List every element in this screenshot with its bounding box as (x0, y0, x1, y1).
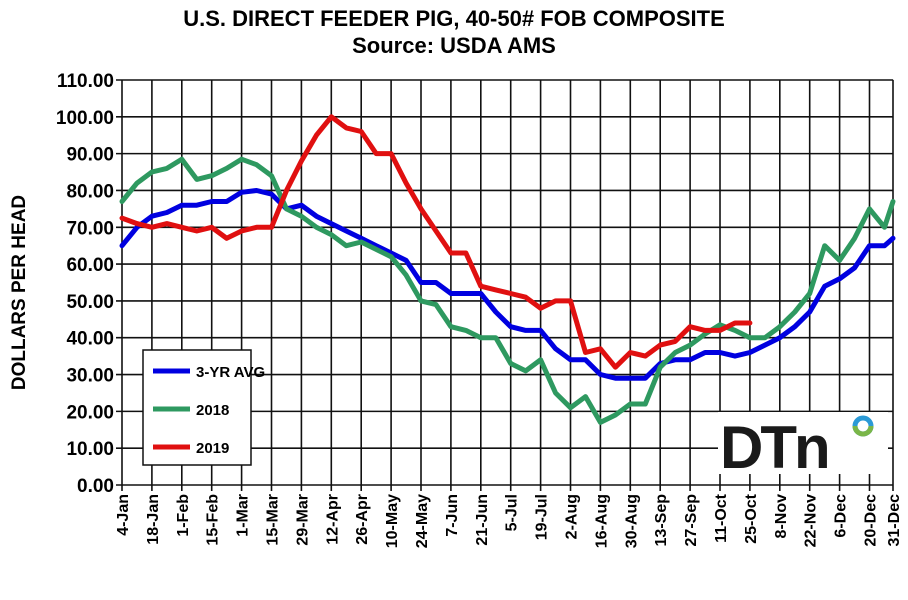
x-tick-label: 1-Mar (235, 494, 252, 537)
x-tick-label: 24-May (414, 494, 431, 548)
x-tick-label: 11-Oct (713, 493, 730, 543)
dtn-logo-graphic: DTn (720, 414, 874, 474)
x-tick-label: 30-Aug (623, 494, 640, 548)
x-tick-label: 26-Apr (354, 494, 371, 545)
y-tick-label: 30.00 (66, 366, 114, 387)
x-tick-label: 15-Feb (205, 494, 222, 546)
x-tick-label: 16-Aug (593, 494, 610, 548)
x-tick-label: 12-Apr (324, 494, 341, 545)
y-tick-label: 0.00 (77, 476, 114, 497)
x-tick-label: 7-Jun (444, 494, 461, 537)
series-line-2019 (119, 114, 753, 370)
y-tick-label: 40.00 (66, 329, 114, 350)
legend-label: 3-YR AVG (196, 364, 265, 381)
x-tick-label: 27-Sep (683, 494, 700, 547)
x-tick-label: 10-May (384, 494, 401, 548)
x-tick-label: 8-Nov (773, 494, 790, 539)
series-line-3-yr-avg (119, 188, 896, 381)
y-axis-title: DOLLARS PER HEAD (9, 195, 30, 390)
series-line-2018 (119, 156, 896, 425)
x-tick-label: 21-Jun (474, 494, 491, 546)
legend: 3-YR AVG 2018 2019 (142, 349, 265, 466)
y-tick-label: 90.00 (66, 145, 114, 166)
y-tick-label: 100.00 (56, 108, 114, 129)
x-tick-label: 25-Oct (743, 493, 760, 543)
x-tick-label: 20-Dec (863, 494, 880, 547)
x-tick-label: 6-Dec (833, 494, 850, 538)
legend-label: 2019 (196, 440, 229, 457)
y-tick-label: 70.00 (66, 218, 114, 239)
x-tick-label: 29-Mar (294, 494, 311, 546)
svg-text:DTn: DTn (720, 414, 828, 474)
x-tick-label: 13-Sep (653, 494, 670, 547)
x-tick-label: 5-Jul (504, 494, 521, 531)
chart-title: U.S. DIRECT FEEDER PIG, 40-50# FOB COMPO… (183, 6, 725, 31)
x-tick-label: 22-Nov (803, 494, 820, 547)
y-tick-label: 20.00 (66, 402, 114, 423)
y-tick-label: 10.00 (66, 439, 114, 460)
x-tick-label: 19-Jul (534, 494, 551, 540)
dtn-logo: DTn (718, 412, 888, 474)
x-tick-label: 31-Dec (886, 494, 903, 547)
legend-label: 2018 (196, 402, 229, 419)
x-tick-label: 15-Mar (265, 494, 282, 546)
x-tick-label: 18-Jan (145, 494, 162, 545)
chart-subtitle: Source: USDA AMS (352, 33, 556, 58)
y-tick-label: 60.00 (66, 255, 114, 276)
y-tick-label: 110.00 (57, 71, 114, 92)
x-tick-label: 2-Aug (564, 494, 581, 539)
y-tick-label: 80.00 (66, 181, 114, 202)
x-tick-label: 1-Feb (175, 494, 192, 537)
y-tick-label: 50.00 (66, 292, 114, 313)
x-tick-label: 4-Jan (115, 494, 132, 536)
